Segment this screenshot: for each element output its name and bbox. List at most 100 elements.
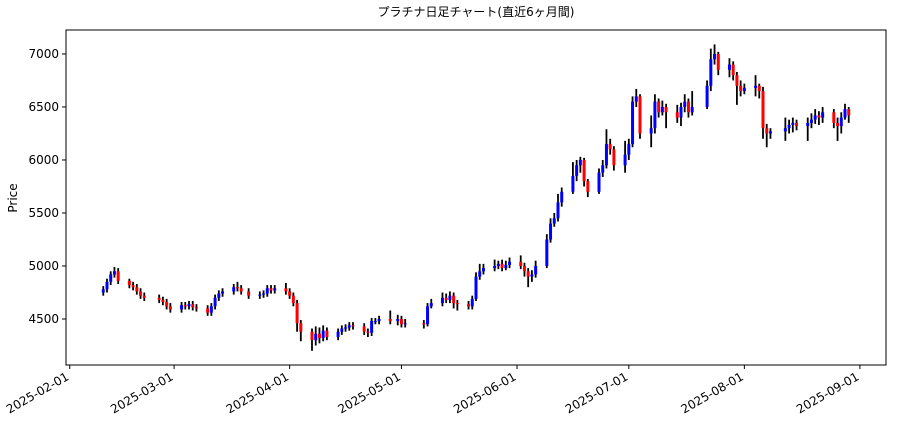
candle-body (351, 325, 355, 327)
candle-body (265, 288, 269, 294)
candle-body (288, 291, 292, 296)
candle-body (377, 318, 381, 322)
candle-body (455, 303, 459, 305)
candle-body (578, 159, 582, 166)
candle-body (813, 115, 817, 120)
candle-body (493, 265, 497, 269)
candle-body (705, 85, 709, 107)
candle-body (545, 239, 549, 266)
candle-body (675, 112, 679, 118)
candle-body (295, 303, 299, 324)
candle-body (209, 306, 213, 313)
candle-body (754, 85, 758, 88)
candle-body (508, 261, 512, 265)
candle-body (180, 305, 184, 310)
candle-body (373, 321, 377, 323)
candle-body (183, 305, 187, 307)
candle-body (571, 175, 575, 192)
candle-body (631, 101, 635, 145)
candle-body (362, 326, 366, 332)
candle-body (262, 293, 266, 295)
candle-body (757, 85, 761, 92)
candle-body (470, 298, 474, 307)
plot-frame (65, 29, 887, 366)
candle-body (426, 306, 430, 325)
candle-body (325, 330, 329, 338)
candle-body (221, 291, 225, 294)
candle-body (168, 306, 172, 310)
candle-body (679, 106, 683, 118)
candle-body (582, 159, 586, 182)
candle-body (321, 330, 325, 339)
candle-body (817, 115, 821, 118)
candle-body (370, 321, 374, 333)
candle-body (448, 295, 452, 300)
candle-body (310, 331, 314, 341)
candle-body (627, 144, 631, 155)
candle-body (727, 64, 731, 70)
candle-body (299, 323, 303, 332)
candle-body (597, 172, 601, 192)
candle-body (496, 263, 500, 266)
candle-body (340, 328, 344, 332)
candle-body (399, 318, 403, 325)
candle-body (519, 261, 523, 266)
candle-body (768, 131, 772, 134)
candle-body (213, 297, 217, 307)
y-tick-label: 5500 (28, 206, 59, 220)
candle-body (783, 128, 787, 132)
candle-body (832, 112, 836, 123)
candle-body (474, 276, 478, 299)
candle-body (761, 91, 765, 129)
candle-body (623, 154, 627, 166)
candle-body (187, 304, 191, 307)
y-tick-label: 6500 (28, 100, 59, 114)
candle-body (653, 101, 657, 129)
candle-body (787, 124, 791, 129)
candle-body (206, 308, 210, 313)
candle-body (530, 274, 534, 277)
y-tick-label: 4500 (28, 312, 59, 326)
y-tick-label: 5000 (28, 259, 59, 273)
candle-body (139, 291, 143, 296)
candle-body (336, 331, 340, 338)
candle-body (601, 165, 605, 173)
candle-body (429, 303, 433, 307)
candle-body (608, 144, 612, 150)
y-tick-label: 6000 (28, 153, 59, 167)
candle-body (247, 291, 251, 296)
candle-body (560, 191, 564, 203)
candle-body (284, 288, 288, 292)
candle-body (839, 117, 843, 127)
candle-body (522, 265, 526, 272)
candle-body (403, 323, 407, 325)
candle-body (683, 101, 687, 107)
candle-body (467, 304, 471, 307)
candle-body (709, 59, 713, 86)
candle-body (552, 218, 556, 224)
candle-body (526, 271, 530, 277)
candle-body (291, 295, 295, 304)
candle-body (366, 331, 370, 333)
candle-body (660, 106, 664, 113)
candle-body (478, 271, 482, 277)
candle-body (713, 53, 717, 60)
candle-body (634, 96, 638, 102)
candle-body (165, 302, 169, 307)
candle-body (809, 119, 813, 123)
candle-body (452, 295, 456, 304)
candle-body (638, 96, 642, 134)
candle-body (440, 297, 444, 304)
candle-body (422, 323, 426, 325)
candle-body (806, 122, 810, 127)
candle-body (235, 287, 239, 289)
candle-body (575, 165, 579, 176)
candle-body (396, 318, 400, 322)
candle-body (142, 295, 146, 298)
candle-body (317, 333, 321, 339)
candle-body (765, 128, 769, 134)
candle-body (649, 128, 653, 134)
candle-body (131, 285, 135, 288)
